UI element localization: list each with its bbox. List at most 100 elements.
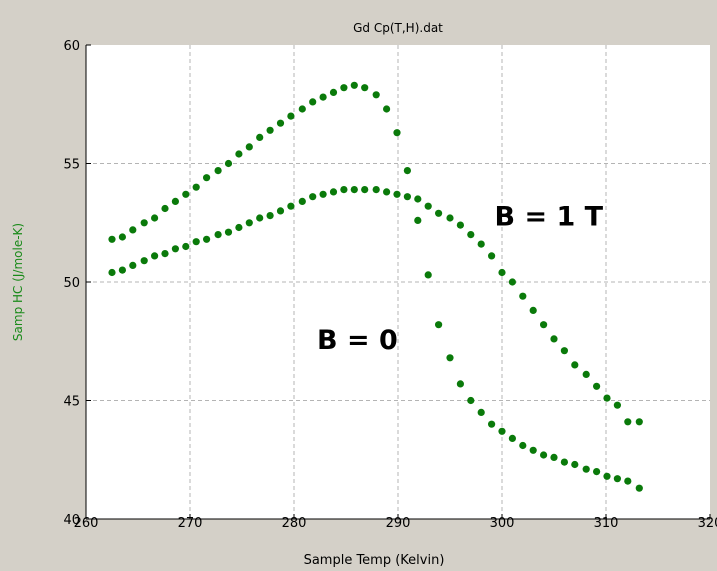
data-point-series-1 <box>214 167 222 175</box>
data-point-series-1 <box>603 472 611 480</box>
data-point-series-2 <box>498 268 506 277</box>
data-point-series-1 <box>593 468 601 476</box>
data-point-series-2 <box>224 228 233 236</box>
chart-title: Gd Cp(T,H).dat <box>353 21 443 35</box>
data-point-series-1 <box>151 214 159 222</box>
data-point-series-2 <box>298 197 306 205</box>
data-point-series-1 <box>393 129 401 137</box>
annotation-b-1t: B = 1 T <box>494 202 603 233</box>
data-point-series-2 <box>603 394 611 402</box>
data-point-series-2 <box>529 306 537 314</box>
data-point-series-1 <box>171 197 179 205</box>
data-point-series-1 <box>329 88 338 96</box>
data-point-series-2 <box>571 361 579 369</box>
annotation-b-0: B = 0 <box>317 325 398 356</box>
y-tick-label: 55 <box>63 158 80 173</box>
x-axis-label: Sample Temp (Kelvin) <box>304 553 445 567</box>
data-point-series-2 <box>161 250 169 258</box>
data-point-series-1 <box>508 434 516 442</box>
data-point-series-1 <box>192 183 200 191</box>
data-point-series-1 <box>256 133 264 141</box>
data-point-series-1 <box>372 91 380 99</box>
y-axis-label: Samp HC (J/mole-K) <box>11 223 25 341</box>
data-point-series-2 <box>245 219 253 227</box>
data-point-series-2 <box>361 186 369 194</box>
data-point-series-1 <box>298 105 306 113</box>
data-point-series-2 <box>635 418 643 426</box>
data-point-series-2 <box>192 238 200 246</box>
data-point-series-2 <box>256 214 264 222</box>
data-point-series-2 <box>118 266 126 274</box>
data-point-series-2 <box>456 221 464 229</box>
data-point-series-1 <box>182 190 190 198</box>
data-point-series-2 <box>540 321 548 329</box>
data-point-series-1 <box>287 112 295 120</box>
data-point-series-1 <box>203 174 211 182</box>
data-point-series-1 <box>118 233 126 241</box>
data-point-series-2 <box>435 209 443 217</box>
data-point-series-1 <box>467 396 475 405</box>
data-point-series-1 <box>319 93 327 101</box>
data-point-series-2 <box>424 202 432 210</box>
data-point-series-2 <box>519 292 527 300</box>
data-point-series-2 <box>414 195 422 203</box>
data-point-series-1 <box>383 105 391 113</box>
data-point-series-1 <box>519 441 527 450</box>
data-point-series-2 <box>372 186 380 194</box>
y-tick-label: 50 <box>63 276 80 291</box>
y-tick-label: 40 <box>63 513 80 528</box>
data-point-series-2 <box>235 223 243 232</box>
x-tick-label: 320 <box>698 516 717 531</box>
data-point-series-2 <box>560 347 569 355</box>
data-point-series-1 <box>571 460 579 469</box>
data-point-series-2 <box>593 382 601 390</box>
data-point-series-1 <box>529 446 537 454</box>
data-point-series-1 <box>161 204 169 213</box>
data-point-series-2 <box>319 190 327 198</box>
data-point-series-2 <box>383 188 391 196</box>
x-tick-label: 280 <box>282 516 307 531</box>
data-point-series-2 <box>140 257 148 265</box>
data-point-series-1 <box>108 235 116 243</box>
x-tick-label: 270 <box>178 516 203 531</box>
data-point-series-2 <box>214 231 222 239</box>
data-point-series-1 <box>245 143 253 151</box>
data-point-series-1 <box>456 380 464 388</box>
data-point-series-1 <box>235 150 243 158</box>
data-point-series-2 <box>266 212 274 220</box>
data-point-series-2 <box>582 370 590 378</box>
data-point-series-1 <box>224 159 233 168</box>
data-point-series-1 <box>424 271 432 279</box>
data-point-series-2 <box>108 268 116 277</box>
data-point-series-2 <box>329 188 338 196</box>
data-point-series-1 <box>560 458 569 466</box>
data-point-series-1 <box>635 484 643 492</box>
data-point-series-2 <box>446 214 454 222</box>
data-point-series-1 <box>435 321 443 329</box>
data-point-series-2 <box>129 261 137 269</box>
data-point-series-2 <box>477 240 485 248</box>
data-point-series-2 <box>350 186 358 194</box>
data-point-series-2 <box>393 190 401 198</box>
data-point-series-1 <box>309 98 317 106</box>
data-point-series-2 <box>467 231 475 239</box>
data-point-series-1 <box>540 451 548 459</box>
data-point-series-1 <box>350 81 358 89</box>
data-point-series-2 <box>624 418 632 426</box>
data-point-series-1 <box>477 408 485 416</box>
data-point-series-1 <box>403 167 411 175</box>
tick-labels: 260 270 280 290 300 310 320 40 45 50 55 60 <box>63 39 717 531</box>
data-point-series-1 <box>498 427 506 435</box>
data-point-series-1 <box>276 119 285 127</box>
x-tick-label: 300 <box>490 516 515 531</box>
data-point-series-1 <box>550 453 558 461</box>
data-point-series-1 <box>140 219 148 227</box>
data-point-series-2 <box>171 245 179 253</box>
data-point-series-1 <box>266 126 274 134</box>
y-tick-label: 45 <box>63 395 80 410</box>
y-tick-label: 60 <box>63 39 80 54</box>
data-point-series-1 <box>414 216 422 224</box>
axes <box>85 44 711 520</box>
